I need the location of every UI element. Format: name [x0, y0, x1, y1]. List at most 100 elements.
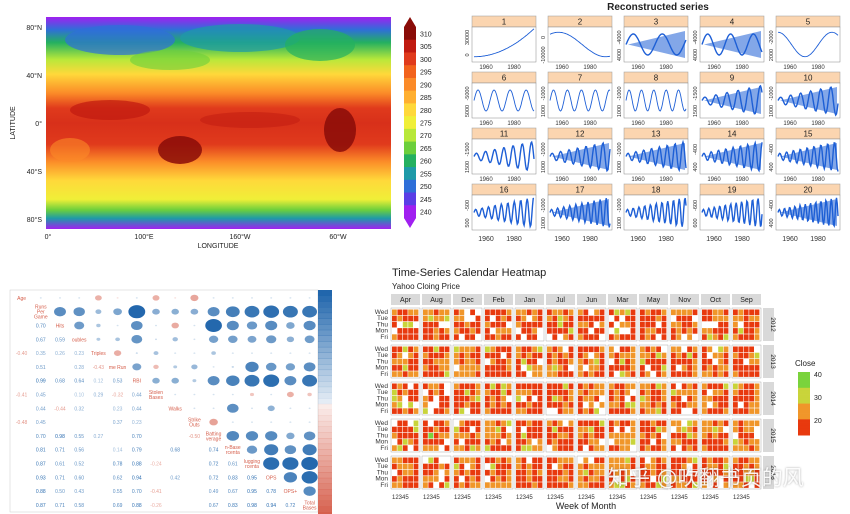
calendar-legend-swatch: [798, 400, 810, 404]
calendar-day-cell: [501, 426, 506, 433]
calendar-day-cell: [619, 482, 625, 488]
corr-colorbar-swatch: [318, 375, 332, 382]
calendar-day-cell: [413, 383, 419, 390]
temperature-map-chart: 80°N 40°N 0° 40°S 80°S 0° 100°E 160°W 60…: [10, 17, 432, 250]
calendar-day-cell: [754, 309, 760, 316]
corr-value: 0.72: [209, 462, 219, 468]
calendar-day-cell: [738, 346, 744, 353]
calendar-day-cell: [707, 346, 713, 353]
colorbar-tick-label: 255: [420, 171, 432, 178]
calendar-day-cell: [413, 457, 419, 464]
series-panel-frame: [547, 82, 613, 119]
series-line: [473, 140, 535, 172]
calendar-day-cell: [640, 365, 645, 371]
calendar-day-cell: [397, 457, 403, 464]
calendar-day-cell: [392, 482, 397, 488]
corr-colorbar-swatch: [318, 352, 332, 359]
calendar-day-cell: [413, 469, 419, 476]
calendar-weekday-label: Tue: [377, 315, 388, 322]
calendar-day-cell: [640, 445, 645, 451]
corr-value: 0.71: [55, 503, 65, 509]
calendar-day-cell: [754, 463, 760, 470]
corr-value: 0.61: [55, 462, 65, 468]
calendar-day-cell: [619, 358, 625, 365]
calendar-day-cell: [413, 358, 419, 365]
corr-value: 0.12: [94, 379, 104, 385]
calendar-day-cell: [656, 476, 661, 482]
series-band: [704, 143, 761, 170]
calendar-day-cell: [464, 432, 470, 439]
calendar-day-cell: [563, 432, 568, 439]
calendar-day-cell: [640, 395, 645, 402]
corr-circle: [286, 391, 294, 398]
calendar-day-cell: [397, 445, 403, 451]
calendar-day-cell: [594, 395, 599, 402]
calendar-month-label: Jul: [556, 297, 565, 304]
corr-value: 0.68: [55, 379, 65, 385]
calendar-day-cell: [609, 482, 614, 488]
calendar-day-cell: [723, 315, 729, 322]
calendar-day-cell: [681, 383, 687, 390]
calendar-day-cell: [614, 482, 620, 488]
series-xtick: 1980: [735, 65, 749, 71]
calendar-day-cell: [516, 346, 521, 353]
calendar-day-cell: [687, 321, 692, 328]
calendar-day-cell: [661, 469, 667, 476]
calendar-day-cell: [599, 365, 605, 371]
calendar-day-cell: [428, 457, 434, 464]
calendar-day-cell: [547, 420, 552, 427]
series-ytick: 5000: [465, 105, 471, 117]
calendar-day-cell: [537, 469, 543, 476]
corr-circle: [284, 445, 297, 455]
calendar-day-cell: [490, 402, 496, 408]
lon-tick-0: 0°: [45, 233, 52, 241]
calendar-day-cell: [532, 334, 537, 340]
series-panel-label: 15: [804, 130, 813, 139]
corr-value: 0.23: [113, 406, 123, 412]
calendar-day-cell: [661, 365, 667, 371]
calendar-day-cell: [428, 439, 434, 445]
calendar-day-cell: [609, 321, 614, 328]
series-ytick: 4000: [693, 49, 699, 61]
calendar-day-cell: [681, 469, 687, 476]
calendar-day-cell: [413, 328, 419, 334]
corr-circle: [116, 324, 119, 327]
corr-circle: [211, 351, 216, 355]
calendar-day-cell: [537, 371, 543, 377]
calendar-day-cell: [609, 309, 614, 316]
calendar-day-cell: [516, 476, 521, 482]
calendar-day-cell: [718, 445, 723, 451]
calendar-day-cell: [557, 389, 563, 396]
calendar-day-cell: [738, 420, 744, 427]
corr-colorbar-swatch: [318, 489, 332, 496]
calendar-day-cell: [583, 482, 589, 488]
calendar-day-cell: [537, 315, 543, 322]
calendar-day-cell: [718, 439, 723, 445]
series-panel-label: 13: [652, 130, 661, 139]
series-xtick: 1980: [658, 236, 674, 243]
calendar-day-cell: [630, 321, 636, 328]
calendar-day-cell: [645, 420, 651, 427]
series-xtick: 1980: [811, 121, 825, 127]
calendar-day-cell: [557, 469, 563, 476]
calendar-weekday-label: Thu: [377, 321, 389, 328]
calendar-day-cell: [495, 395, 501, 402]
calendar-day-cell: [433, 432, 439, 439]
calendar-month-label: Dec: [461, 297, 474, 304]
series-panel-label: 5: [806, 18, 811, 27]
calendar-day-cell: [733, 371, 738, 377]
corr-colorbar-swatch: [318, 512, 332, 514]
calendar-day-cell: [464, 445, 470, 451]
calendar-day-cell: [433, 476, 439, 482]
calendar-day-cell: [552, 383, 558, 390]
calendar-day-cell: [490, 469, 496, 476]
calendar-day-cell: [594, 346, 599, 353]
calendar-day-cell: [743, 482, 749, 488]
calendar-day-cell: [661, 482, 667, 488]
corr-diag-label: Stolen: [149, 390, 163, 396]
series-panel-label: 7: [578, 74, 583, 83]
calendar-day-cell: [650, 358, 656, 365]
corr-colorbar-swatch: [318, 329, 332, 336]
calendar-day-cell: [397, 476, 403, 482]
calendar-day-cell: [733, 408, 738, 414]
